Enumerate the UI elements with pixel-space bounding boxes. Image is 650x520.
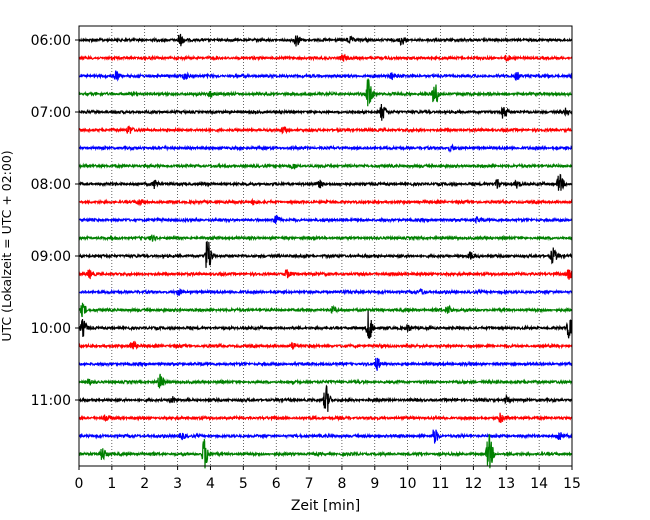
x-tick-label: 11 xyxy=(432,476,450,492)
y-tick-label: 10:00 xyxy=(31,321,71,337)
x-tick-label: 4 xyxy=(206,476,215,492)
plot-frame xyxy=(78,25,573,467)
trace-0645 xyxy=(78,78,573,107)
trace-0830 xyxy=(78,214,573,225)
trace-0730 xyxy=(78,143,573,153)
grid-lines xyxy=(111,26,540,466)
x-tick-label: 5 xyxy=(239,476,248,492)
y-tick-label: 08:00 xyxy=(31,177,71,193)
x-tick-label: 0 xyxy=(75,476,84,492)
y-axis-ticks: 06:00 07:00 08:00 09:00 10:00 11:00 xyxy=(31,33,79,409)
trace-0900 xyxy=(78,241,573,268)
y-tick-label: 07:00 xyxy=(31,105,71,121)
trace-1115 xyxy=(78,412,573,424)
trace-1015 xyxy=(78,340,573,350)
x-tick-label: 15 xyxy=(563,476,581,492)
x-tick-label: 7 xyxy=(305,476,314,492)
y-axis-label: UTC (Lokalzeit = UTC + 02:00) xyxy=(0,150,14,341)
trace-0800 xyxy=(78,173,573,191)
trace-0815 xyxy=(78,197,573,207)
y-tick-label: 09:00 xyxy=(31,249,71,265)
x-tick-label: 2 xyxy=(140,476,149,492)
x-tick-label: 12 xyxy=(464,476,482,492)
x-axis-label: Zeit [min] xyxy=(291,498,360,514)
x-tick-label: 3 xyxy=(173,476,182,492)
trace-0745 xyxy=(78,162,573,170)
trace-0945 xyxy=(78,302,573,318)
x-tick-label: 13 xyxy=(497,476,515,492)
trace-lines xyxy=(78,33,573,469)
x-tick-label: 10 xyxy=(399,476,417,492)
trace-1100 xyxy=(78,384,573,412)
trace-0845 xyxy=(78,234,573,242)
trace-1145 xyxy=(78,433,573,469)
x-tick-label: 14 xyxy=(530,476,548,492)
x-tick-label: 1 xyxy=(107,476,116,492)
x-axis-ticks: 0 1 2 3 4 5 6 7 8 9 10 11 12 13 14 15 xyxy=(75,466,581,492)
trace-0700 xyxy=(78,103,573,121)
trace-1000 xyxy=(78,310,573,339)
x-tick-label: 8 xyxy=(337,476,346,492)
y-tick-label: 06:00 xyxy=(31,33,71,49)
trace-0915 xyxy=(78,268,573,280)
trace-0630 xyxy=(78,70,573,82)
trace-1045 xyxy=(78,373,573,389)
trace-1130 xyxy=(78,429,573,444)
trace-0600 xyxy=(78,33,573,47)
trace-0615 xyxy=(78,53,573,63)
trace-0715 xyxy=(78,125,572,135)
x-tick-label: 6 xyxy=(272,476,281,492)
y-tick-label: 11:00 xyxy=(31,393,71,409)
trace-0930 xyxy=(78,287,573,296)
x-tick-label: 9 xyxy=(370,476,379,492)
trace-1030 xyxy=(78,357,573,371)
